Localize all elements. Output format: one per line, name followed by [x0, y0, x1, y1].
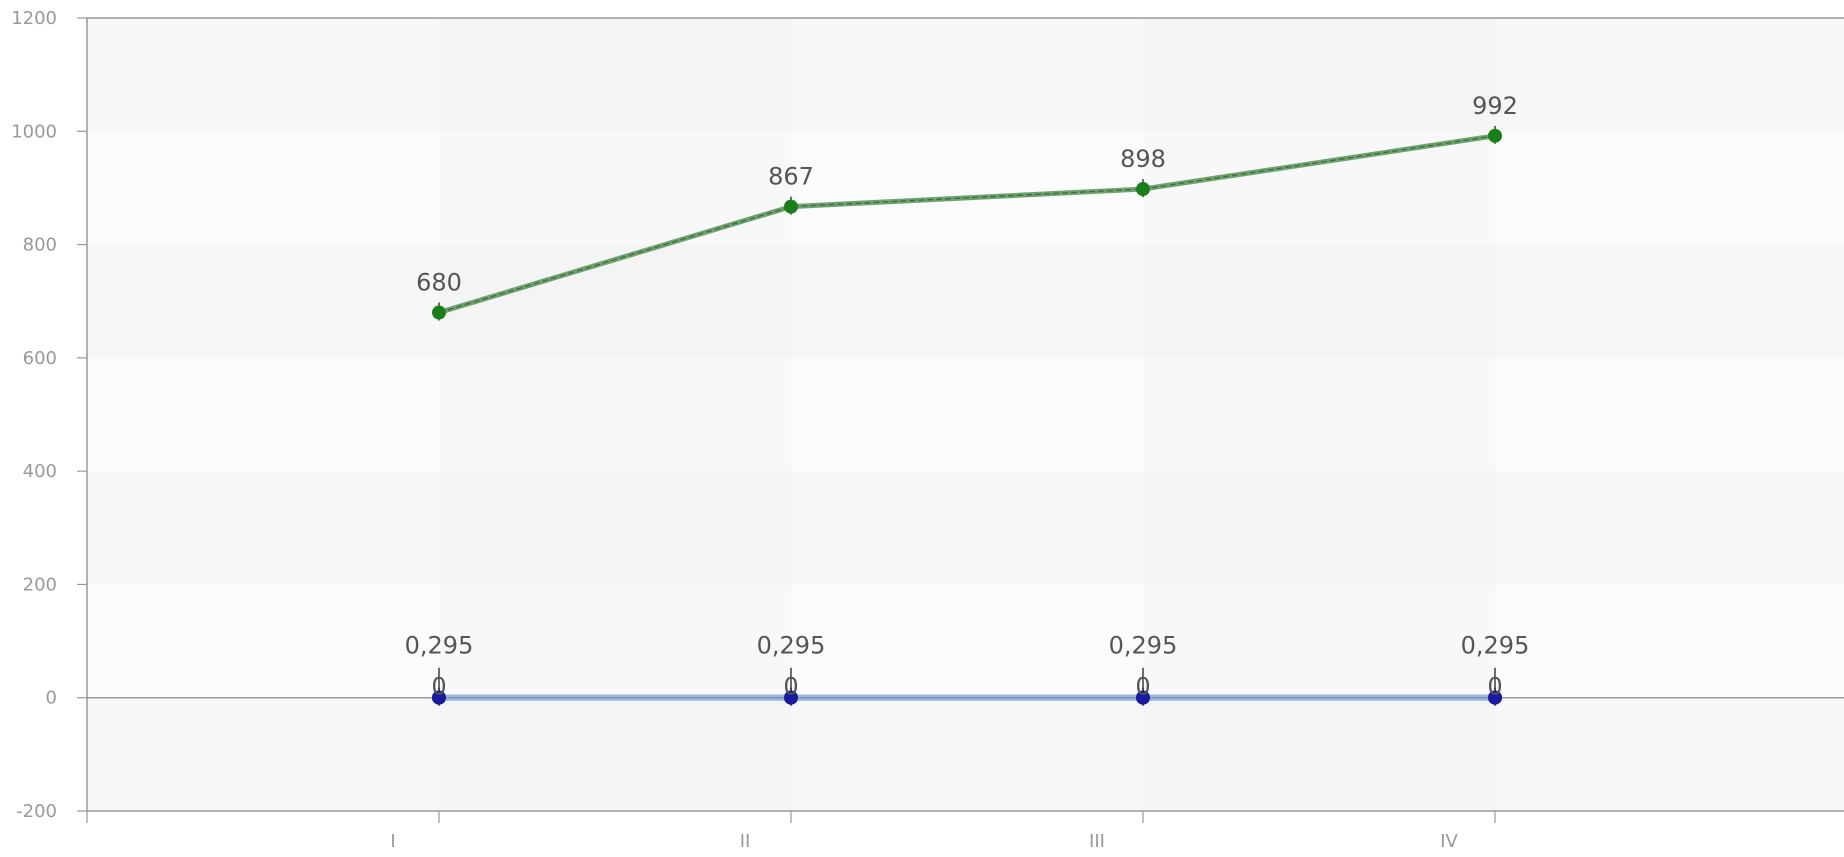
- data-label: 867: [768, 163, 814, 191]
- data-label: 0,295: [757, 632, 826, 660]
- data-label: 680: [416, 269, 462, 297]
- grid-band-horizontal: [87, 244, 1844, 358]
- y-tick-label: 1000: [11, 121, 57, 142]
- data-label: 0,295: [1461, 632, 1530, 660]
- grid-band-horizontal: [87, 357, 1844, 472]
- data-point: [1136, 182, 1150, 197]
- y-tick-label: 600: [23, 348, 57, 369]
- grid-band-horizontal: [87, 584, 1844, 698]
- y-tick-label: 800: [23, 235, 57, 256]
- data-point: [1488, 690, 1502, 705]
- data-point: [1488, 128, 1502, 143]
- plot-bands: [87, 18, 1844, 811]
- x-tick-label: III: [1089, 831, 1105, 852]
- data-label: 0,295: [405, 632, 474, 660]
- series-line-dash: [438, 135, 1496, 314]
- series-layer: [432, 125, 1502, 706]
- data-point: [432, 305, 446, 320]
- y-tick-label: 0: [46, 688, 57, 709]
- grid-band-horizontal: [87, 18, 1844, 132]
- data-point: [432, 690, 446, 705]
- grid-band-vertical: [439, 18, 791, 811]
- grid-band-horizontal: [87, 697, 1844, 811]
- y-tick-label: 400: [23, 461, 57, 482]
- data-label: 0: [431, 673, 446, 701]
- y-tick-label: 1200: [11, 8, 57, 29]
- data-label: 992: [1472, 92, 1518, 120]
- data-point: [784, 199, 798, 214]
- grid-band-vertical: [1143, 18, 1495, 811]
- data-label: 0: [783, 673, 798, 701]
- data-point: [784, 690, 798, 705]
- y-tick-label: 200: [23, 574, 57, 595]
- data-labels: 680 867 898 992 0,295 0,295 0,295 0,295 0 0 0 0: [405, 92, 1530, 701]
- y-tick-label: -200: [16, 801, 57, 822]
- x-tick-label: I: [390, 831, 395, 852]
- data-label: 0: [1135, 673, 1150, 701]
- x-tick-label: IV: [1440, 831, 1458, 852]
- data-point: [1136, 690, 1150, 705]
- data-label: 0: [1487, 673, 1502, 701]
- x-tick-label: II: [740, 831, 751, 852]
- data-label: 898: [1120, 145, 1166, 173]
- data-label: 0,295: [1109, 632, 1178, 660]
- grid-band-horizontal: [87, 471, 1844, 585]
- grid-band-horizontal: [87, 131, 1844, 245]
